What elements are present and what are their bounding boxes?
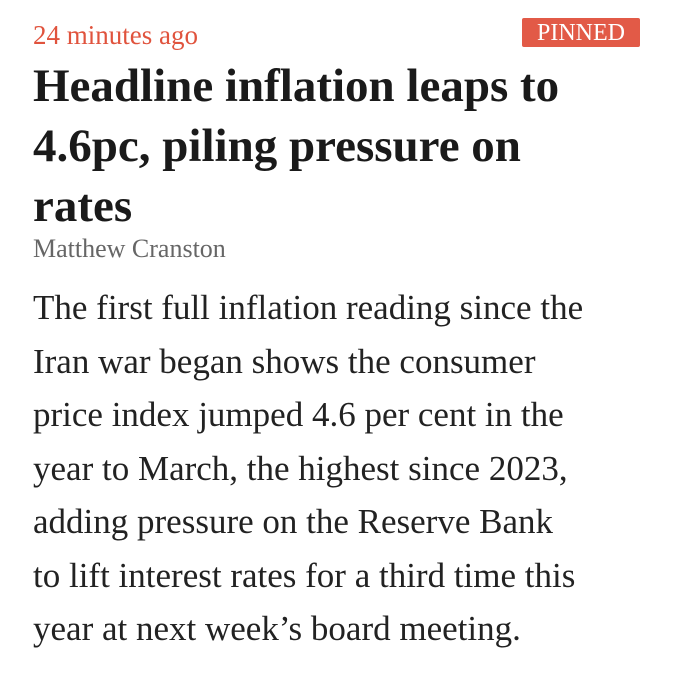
timestamp: 24 minutes ago bbox=[33, 20, 198, 50]
headline-line: 4.6pc, piling pressure on bbox=[33, 120, 521, 172]
body-line: price index jumped 4.6 per cent in the bbox=[33, 395, 564, 434]
body-text: The first full inflation reading since t… bbox=[33, 281, 583, 656]
body-line: to lift interest rates for a third time … bbox=[33, 555, 576, 595]
body-line: adding pressure on the Reserve Bank bbox=[33, 502, 553, 541]
pinned-badge: PINNED bbox=[522, 18, 640, 47]
body-line: Iran war began shows the consumer bbox=[33, 341, 536, 381]
author[interactable]: Matthew Cranston bbox=[33, 234, 226, 263]
body-line: The first full inflation reading since t… bbox=[33, 288, 584, 327]
body-line: year to March, the highest since 2023, bbox=[33, 448, 568, 488]
headline-line: Headline inflation leaps to bbox=[33, 60, 560, 112]
headline-line: rates bbox=[33, 180, 133, 232]
body-line: year at next week’s board meeting. bbox=[33, 609, 521, 648]
headline[interactable]: Headline inflation leaps to 4.6pc, piling… bbox=[33, 56, 559, 236]
